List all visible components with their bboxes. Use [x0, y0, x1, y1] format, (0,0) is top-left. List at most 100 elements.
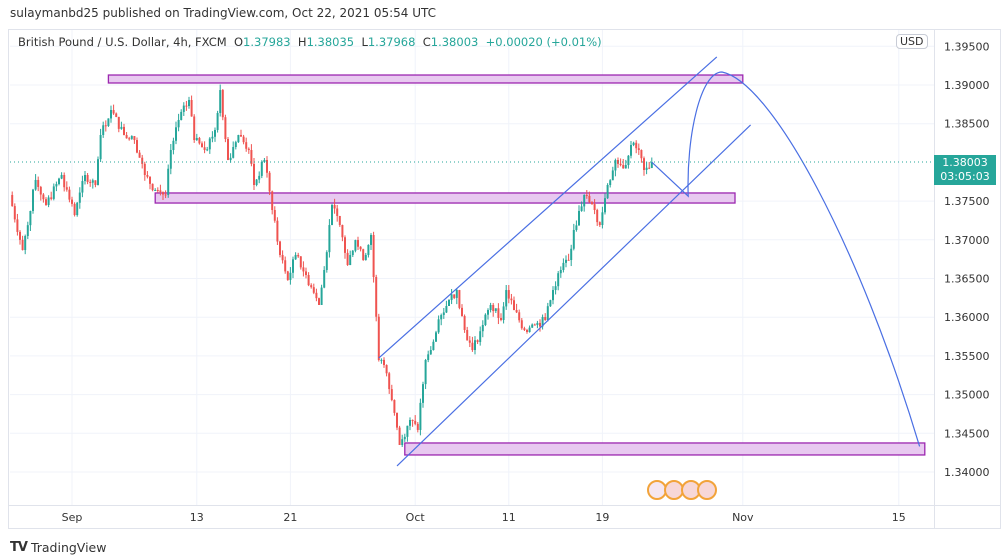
- economic-events: [647, 480, 717, 500]
- candle-body: [650, 162, 653, 168]
- candle-body: [349, 255, 352, 266]
- candle-body: [253, 163, 255, 185]
- time-tick-label: 21: [283, 511, 297, 524]
- candle-body: [260, 161, 263, 176]
- candle-body: [583, 194, 586, 207]
- candle-body: [492, 304, 495, 312]
- candle-body: [195, 137, 198, 141]
- candle-body: [180, 111, 183, 120]
- candle-body: [65, 187, 68, 190]
- candle-body: [107, 118, 110, 126]
- candle-body: [73, 203, 76, 216]
- candle-body: [635, 142, 638, 149]
- current-price: 1.38003: [942, 156, 988, 169]
- candle-body: [305, 271, 307, 276]
- candle-body: [268, 172, 271, 192]
- candle-body: [398, 427, 401, 445]
- candle-body: [479, 331, 482, 343]
- candle-body: [515, 310, 518, 313]
- candle-body: [310, 285, 313, 288]
- candle-body: [630, 144, 632, 156]
- candle-body: [455, 290, 458, 298]
- candle-body: [403, 436, 406, 440]
- candle-body: [624, 165, 627, 169]
- candle-body: [136, 140, 138, 153]
- candle-body: [185, 105, 188, 107]
- candle-body: [364, 254, 367, 260]
- candle-body: [320, 287, 323, 305]
- candle-body: [497, 308, 500, 318]
- candle-body: [297, 254, 300, 257]
- candle-body: [156, 190, 159, 192]
- candle-body: [39, 186, 42, 195]
- candle-body: [523, 328, 526, 330]
- candle-body: [528, 327, 531, 332]
- candle-body: [45, 199, 47, 205]
- candle-body: [318, 298, 320, 305]
- candle-body: [580, 206, 583, 211]
- currency-button[interactable]: USD: [896, 34, 928, 49]
- candle-body: [71, 199, 73, 204]
- close-label: C: [422, 35, 431, 49]
- candle-body: [331, 204, 333, 226]
- high-value: 1.38035: [306, 35, 355, 49]
- candle-body: [396, 412, 398, 428]
- candle-body: [546, 306, 549, 320]
- candle-body: [596, 210, 599, 223]
- candle-body: [575, 225, 578, 230]
- candle-body: [149, 176, 151, 184]
- candle-body: [16, 219, 19, 232]
- support-resistance-zone: [404, 442, 926, 456]
- candle-body: [437, 319, 440, 333]
- candle-body: [570, 248, 573, 260]
- grid: [10, 30, 934, 505]
- candle-body: [99, 135, 102, 160]
- candle-body: [578, 210, 580, 226]
- candle-body: [162, 192, 164, 195]
- price-tick-label: 1.37500: [944, 195, 990, 208]
- candle-body: [32, 189, 34, 211]
- price-tick-label: 1.34000: [944, 466, 990, 479]
- candle-body: [193, 116, 196, 141]
- candle-body: [11, 194, 14, 207]
- candle-body: [346, 252, 349, 266]
- candle-body: [154, 190, 157, 192]
- price-axis: 1.39500 1.39000 1.38500 1.37500 1.37000 1.365…: [944, 40, 990, 479]
- candle-body: [58, 178, 60, 185]
- change-value: +0.00020 (+0.01%): [485, 35, 602, 49]
- candle-body: [255, 179, 258, 185]
- candle-body: [562, 262, 565, 270]
- tradingview-logo[interactable]: TV TradingView: [10, 540, 106, 555]
- candle-body: [242, 136, 245, 143]
- price-tick-label: 1.37000: [944, 234, 990, 247]
- time-tick-label: Nov: [732, 511, 754, 524]
- candles: [11, 84, 653, 447]
- candle-body: [484, 314, 487, 326]
- candle-body: [622, 165, 625, 169]
- candle-body: [29, 210, 32, 226]
- candle-body: [172, 140, 175, 151]
- publish-info: sulaymanbd25 published on TradingView.co…: [10, 6, 437, 20]
- time-tick-label: Sep: [62, 511, 83, 524]
- candle-body: [645, 167, 648, 170]
- us-flag-event-icon: [697, 480, 717, 500]
- candle-body: [221, 90, 224, 118]
- candle-body: [632, 142, 635, 145]
- candle-body: [427, 354, 430, 360]
- candle-body: [333, 204, 336, 209]
- candle-body: [292, 259, 294, 273]
- candle-body: [128, 138, 131, 140]
- candle-body: [68, 189, 71, 200]
- candle-body: [19, 231, 21, 240]
- candle-body: [279, 241, 281, 255]
- candle-body: [208, 138, 211, 150]
- candle-body: [367, 244, 370, 255]
- candle-body: [234, 142, 237, 148]
- tradingview-logo-icon: TV: [10, 540, 28, 555]
- candle-body: [450, 294, 453, 301]
- candle-body: [224, 117, 227, 139]
- candle-body: [89, 181, 92, 183]
- candle-body: [104, 125, 107, 127]
- candle-body: [110, 110, 112, 119]
